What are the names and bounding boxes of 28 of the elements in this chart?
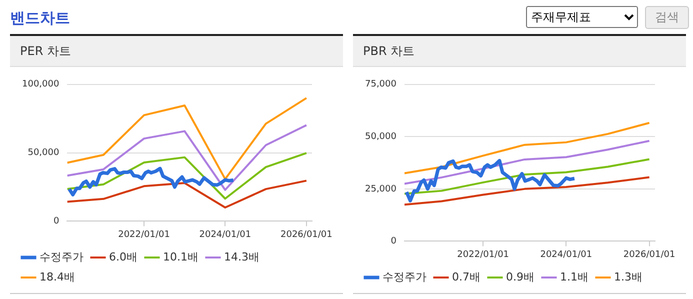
legend-label: 14.3배 [224,250,260,264]
legend-label: 1.1배 [560,270,588,284]
y-tick-label: 0 [53,216,60,227]
y-tick-label: 25,000 [364,184,397,194]
legend-label: 0.9배 [506,270,534,284]
legend-label: 18.4배 [40,270,75,284]
legend-label: 6.0배 [109,250,138,264]
text: 검색 [645,6,689,29]
legend-label: 10.1배 [162,250,198,264]
x-tick-label: 2024/01/01 [540,250,592,260]
y-tick-label: 0 [390,236,397,247]
x-tick-label: 2022/01/01 [457,250,510,260]
x-tick-label: 2026/01/01 [280,230,332,240]
text: 주재무제표 [526,6,638,28]
y-tick-label: 50,000 [28,148,60,158]
y-tick-label: 75,000 [364,80,397,90]
chart-title: PBR 차트 [353,36,686,67]
legend-label: 수정주가 [382,270,426,284]
legend-label: 1.3배 [614,270,642,284]
legend-label: 수정주가 [40,250,84,264]
y-tick-label: 50,000 [364,132,397,142]
y-tick-label: 100,000 [22,80,60,90]
x-tick-label: 2026/01/01 [623,250,676,260]
x-tick-label: 2022/01/01 [118,230,170,240]
legend-label: 0.7배 [452,270,480,284]
x-tick-label: 2024/01/01 [199,230,252,240]
chart-title: PER 차트 [10,36,343,67]
text: 밴드차트 [10,9,70,28]
